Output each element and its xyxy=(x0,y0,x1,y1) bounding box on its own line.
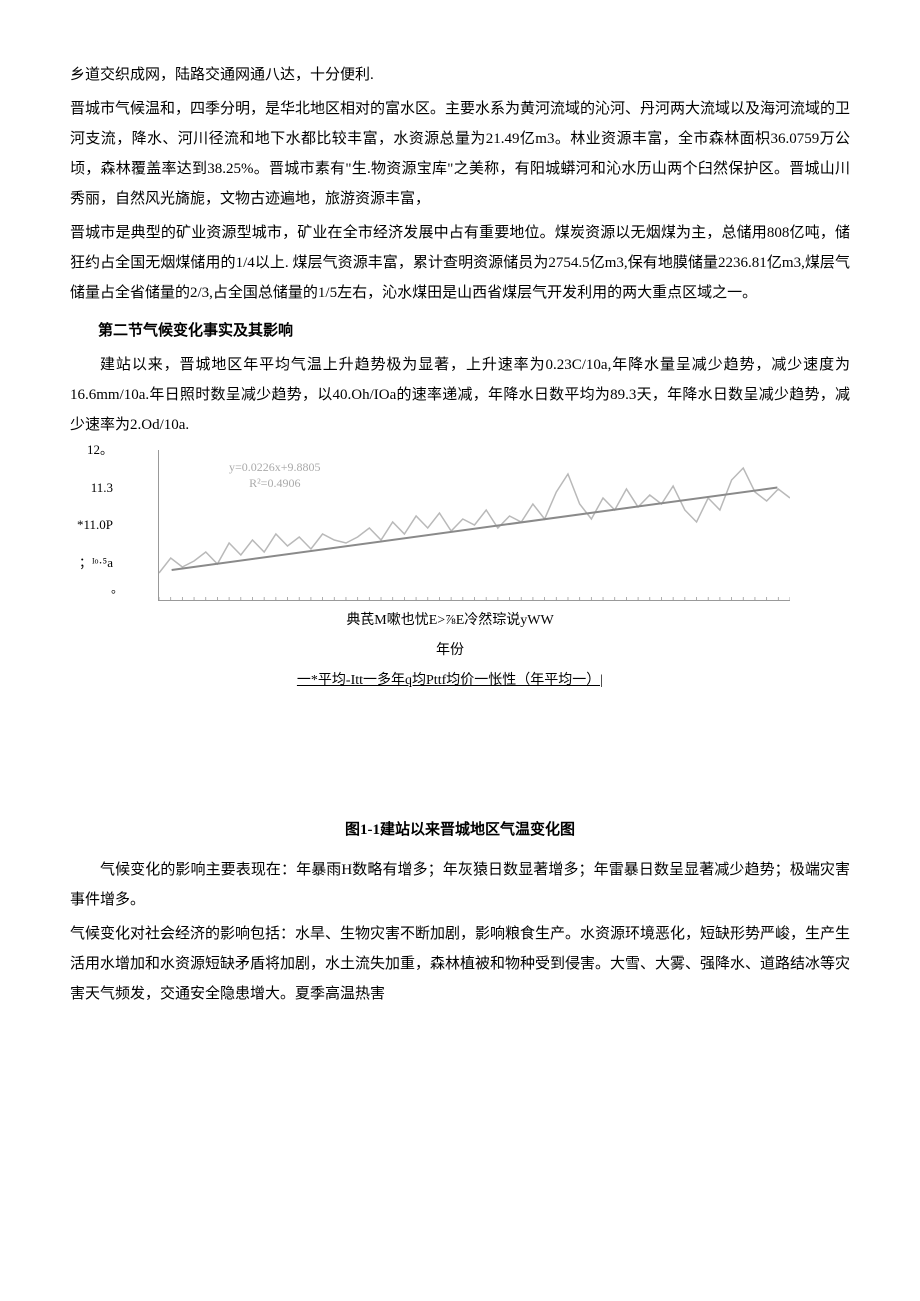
paragraph-2: 晋城市气候温和，四季分明，是华北地区相对的富水区。主要水系为黄河流域的沁河、丹河… xyxy=(70,94,850,214)
chart-equation-box: y=0.0226x+9.8805 R²=0.4906 xyxy=(229,460,321,491)
chart-caption-line1: 典芪M嗽也忧E>⅞E冷然琮说yWW xyxy=(110,607,790,635)
figure-1-1-title: 图1-1建站以来晋城地区气温变化图 xyxy=(70,815,850,845)
chart-plot-area: 12。11.3*11.0P；ᴵᵒ·⁵a y=0.0226x+9.8805 R²=… xyxy=(158,450,790,601)
paragraph-6: 气候变化对社会经济的影响包括：水旱、生物灾害不断加剧，影响粮食生产。水资源环境恶… xyxy=(70,919,850,1009)
chart-y-dot: ° xyxy=(111,582,116,606)
temperature-chart: 12。11.3*11.0P；ᴵᵒ·⁵a y=0.0226x+9.8805 R²=… xyxy=(110,450,790,695)
chart-caption: 典芪M嗽也忧E>⅞E冷然琮说yWW 年份 一*平均-Itt一多年q均Pttf均价… xyxy=(110,607,790,695)
paragraph-1: 乡道交织成网，陆路交通网通八达，十分便利. xyxy=(70,60,850,90)
paragraph-4: 建站以来，晋城地区年平均气温上升趋势极为显著，上升速率为0.23C/10a,年降… xyxy=(70,350,850,440)
paragraph-5: 气候变化的影响主要表现在：年暴雨H数略有增多；年灰猿日数显著增多；年雷暴日数呈显… xyxy=(70,855,850,915)
chart-equation-line1: y=0.0226x+9.8805 xyxy=(229,460,321,476)
chart-caption-line2: 年份 xyxy=(110,637,790,665)
chart-equation-line2: R²=0.4906 xyxy=(229,476,321,492)
chart-caption-legend: 一*平均-Itt一多年q均Pttf均价一怅性（年平均一）| xyxy=(110,667,790,695)
paragraph-3: 晋城市是典型的矿业资源型城市，矿业在全市经济发展中占有重要地位。煤炭资源以无烟煤… xyxy=(70,218,850,308)
section-2-title: 第二节气候变化事实及其影响 xyxy=(98,316,850,346)
